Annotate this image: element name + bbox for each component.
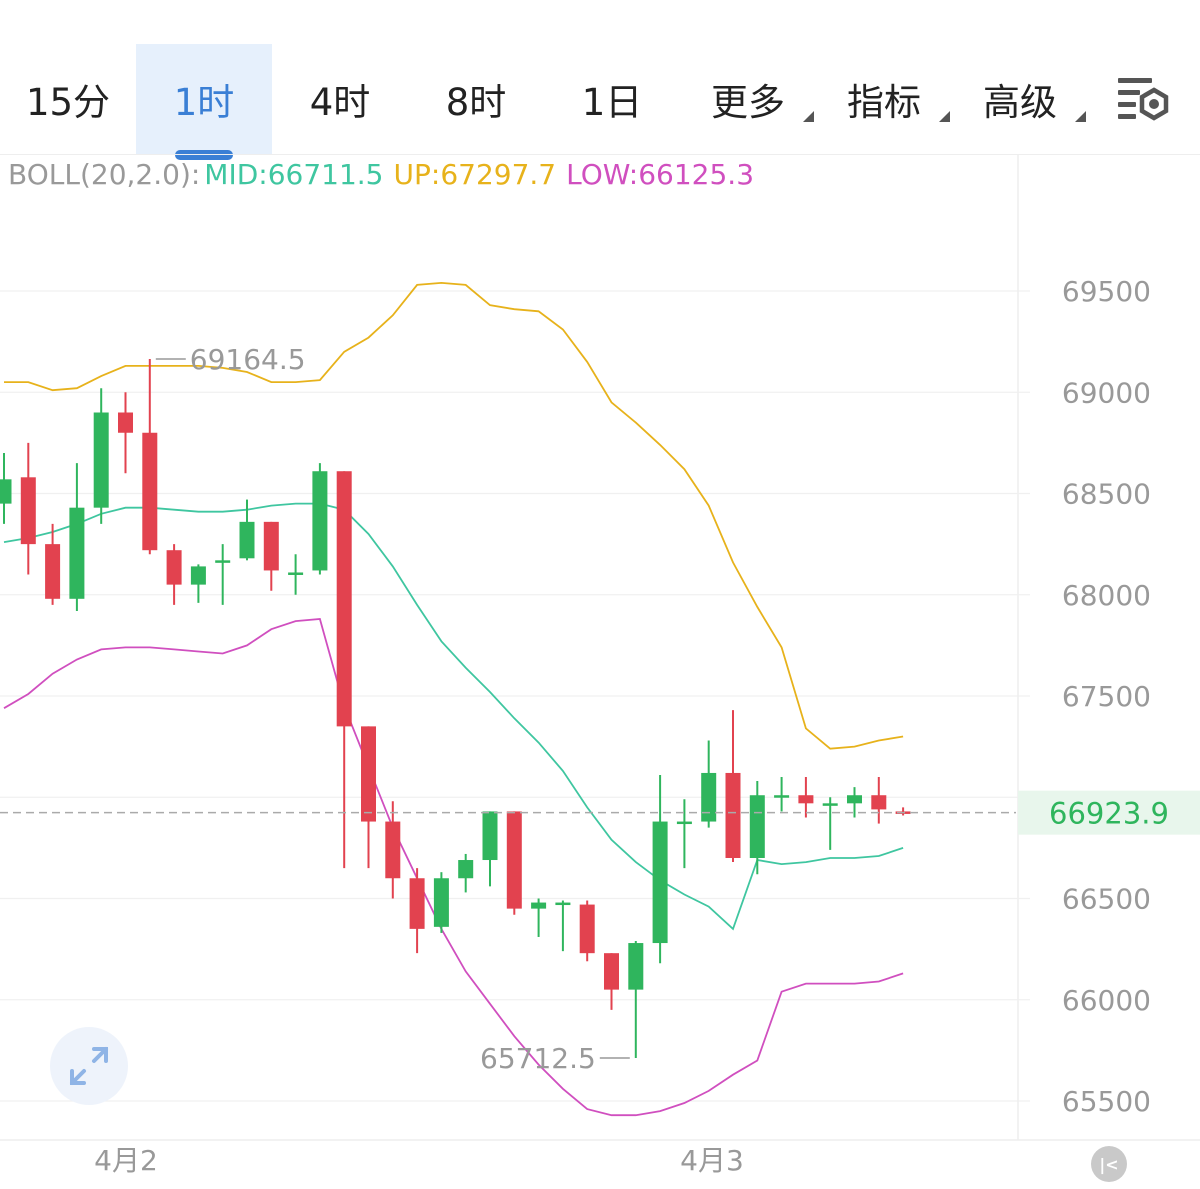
boll-mid-value: MID:66711.5 <box>204 158 384 191</box>
candle-body <box>336 471 352 727</box>
candle-body <box>45 544 61 599</box>
candle-body <box>774 795 790 798</box>
tab-5[interactable]: 更多 <box>680 44 816 154</box>
boll-low-value: LOW:66125.3 <box>566 158 755 191</box>
candle-body <box>361 726 376 822</box>
y-tick-label: 67500 <box>1062 680 1151 713</box>
tab-3[interactable]: 8时 <box>408 44 544 154</box>
candle-body <box>312 471 328 571</box>
tab-label: 高级 <box>983 81 1057 124</box>
tab-label: 15分 <box>25 81 111 124</box>
candle-body <box>215 560 231 563</box>
candle-body <box>676 821 692 825</box>
candle-body <box>458 860 474 879</box>
expand-chart-button[interactable] <box>50 1027 128 1105</box>
tabs-divider <box>0 154 1200 155</box>
jump-to-start-button[interactable]: |< <box>1091 1146 1127 1182</box>
candle-body <box>142 432 158 551</box>
tab-label: 更多 <box>711 81 785 124</box>
candle-body <box>166 550 182 585</box>
candle-body <box>531 902 547 909</box>
candle-body <box>725 772 741 858</box>
candle-body <box>190 566 206 585</box>
dropdown-caret-icon <box>939 111 950 122</box>
candle-body <box>288 572 304 575</box>
x-tick-label: 4月2 <box>94 1144 158 1177</box>
boll-up-value: UP:67297.7 <box>393 158 557 191</box>
expand-icon <box>70 1047 108 1085</box>
candle-body <box>701 772 717 822</box>
x-tick-label: 4月3 <box>680 1144 744 1177</box>
boll-indicator-legend: BOLL(20,2.0): MID:66711.5 UP:67297.7 LOW:66… <box>8 158 764 191</box>
y-tick-label: 66500 <box>1062 883 1151 916</box>
boll-middle-band <box>3 502 904 931</box>
current-price-badge <box>1018 790 1200 835</box>
y-tick-label: 69500 <box>1062 275 1151 308</box>
candle-body <box>871 795 887 810</box>
candle-body <box>385 821 401 879</box>
boll-upper-band <box>4 281 904 750</box>
tab-label: 4时 <box>309 81 371 124</box>
candle-body <box>506 811 522 909</box>
candle-body <box>652 821 668 944</box>
tab-2[interactable]: 4时 <box>272 44 408 154</box>
dropdown-caret-icon <box>803 111 814 122</box>
y-tick-label: 66000 <box>1062 984 1151 1017</box>
candle-body <box>482 811 498 861</box>
y-tick-label: 68000 <box>1062 579 1151 612</box>
candle-body <box>628 943 644 990</box>
tab-0[interactable]: 15分 <box>0 44 136 154</box>
candle-body <box>822 803 838 806</box>
candle-body <box>409 878 425 929</box>
top-status-strip <box>0 0 1200 8</box>
active-tab-indicator <box>175 150 233 160</box>
tab-1[interactable]: 1时 <box>136 44 272 160</box>
min-price-label: 65712.5 <box>480 1042 596 1075</box>
tab-label: 8时 <box>445 81 507 124</box>
boll-prefix: BOLL(20,2.0): <box>8 158 201 191</box>
candle-body <box>239 521 255 559</box>
candle-body <box>798 795 814 804</box>
current-price-label: 66923.9 <box>1049 797 1169 831</box>
y-tick-label: 65500 <box>1062 1085 1151 1118</box>
y-tick-label: 69000 <box>1062 376 1151 409</box>
candle-body <box>0 479 12 504</box>
candle-body <box>555 902 571 906</box>
tab-label: 1时 <box>173 81 235 124</box>
candle-body <box>118 412 133 433</box>
timeframe-tabs: 15分 1时 4时 8时 1日 更多 指标 高级 <box>0 44 1200 160</box>
max-price-label: 69164.5 <box>190 343 306 376</box>
tab-label: 指标 <box>847 81 921 124</box>
candle-body <box>749 795 765 858</box>
candle-body <box>579 904 595 954</box>
tab-label: 1日 <box>581 81 643 124</box>
candle-body <box>20 477 36 545</box>
jump-to-start-icon: |< <box>1099 1154 1119 1174</box>
candle-body <box>847 795 862 804</box>
tab-7[interactable]: 高级 <box>952 44 1088 154</box>
candle-body <box>604 953 619 990</box>
candle-body <box>69 507 85 599</box>
candle-body <box>263 521 279 571</box>
candle-body <box>433 878 449 927</box>
y-tick-label: 68500 <box>1062 478 1151 511</box>
tab-4[interactable]: 1日 <box>544 44 680 154</box>
chart-settings-icon[interactable] <box>1112 74 1174 126</box>
boll-lower-band <box>3 618 904 1117</box>
dropdown-caret-icon <box>1075 111 1086 122</box>
tab-6[interactable]: 指标 <box>816 44 952 154</box>
candle-body <box>93 412 109 508</box>
